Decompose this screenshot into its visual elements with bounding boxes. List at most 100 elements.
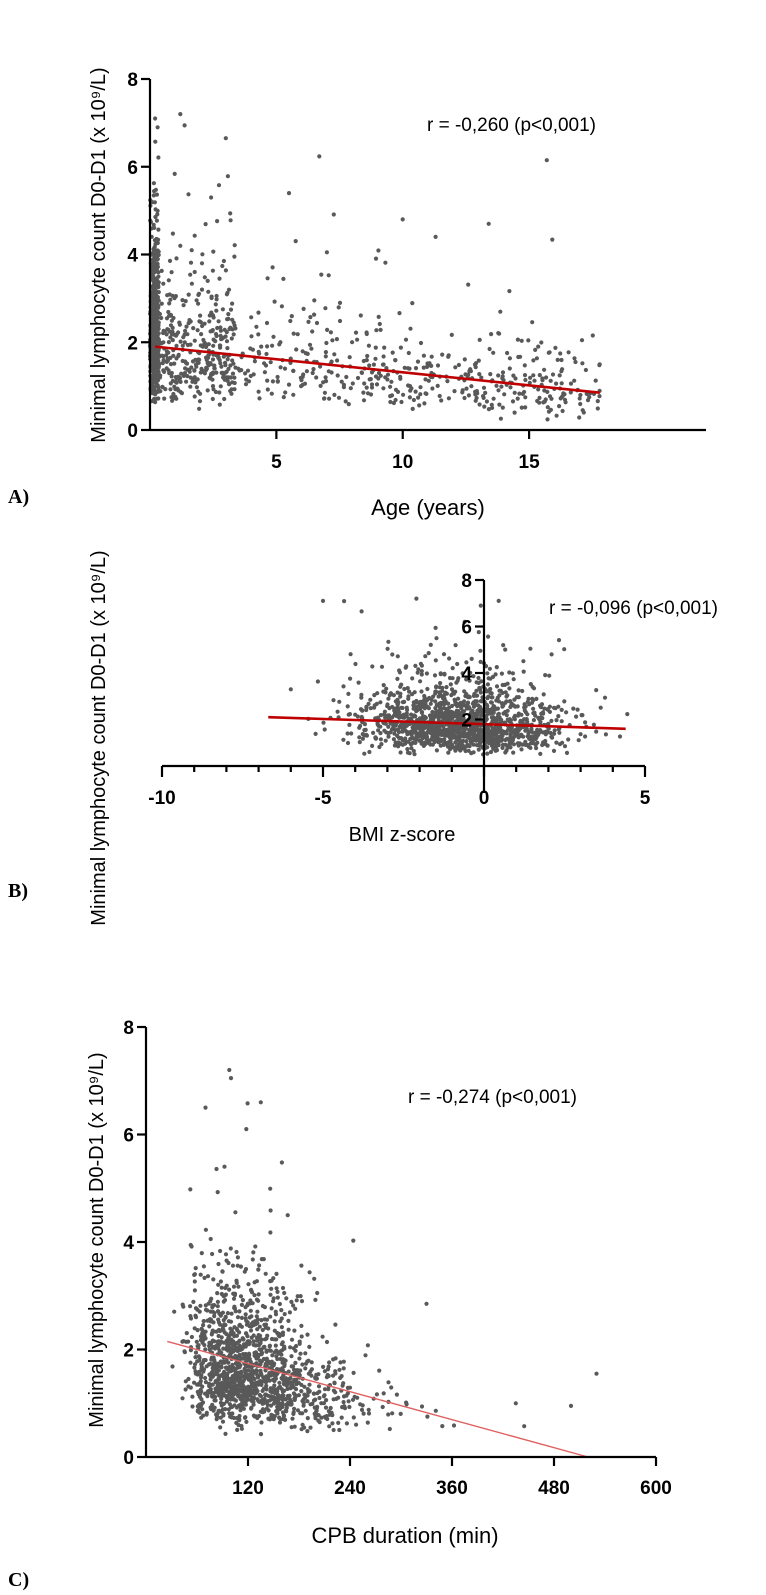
panel-a-point [210,396,215,402]
panel-c-point [276,1333,281,1338]
panel-b-point [507,739,512,744]
panel-c-point [255,1338,260,1343]
panel-b-point [531,706,536,711]
panel-a-point [189,248,194,253]
panel-a-point [219,364,224,369]
panel-b-point [511,677,516,682]
panel-b-point [432,673,438,678]
panel-a-point [533,347,538,352]
panel-a-point [300,349,305,354]
panel-b-point [441,652,447,657]
panel-a-point [595,399,600,404]
panel-a-point [153,390,158,395]
panel-c-point [236,1422,241,1428]
panel-b-point [527,729,532,735]
panel-b-point [439,709,444,714]
panel-c-point [210,1366,215,1371]
panel-a-point [578,392,583,398]
panel-c-point [259,1420,264,1425]
panel-a-point [170,293,175,298]
panel-c-point [214,1166,219,1172]
panel-a-point [163,387,168,392]
panel-c-point [341,1359,346,1364]
panel-a-point [323,354,328,359]
panel-c-point [207,1324,212,1329]
panel-b-point [428,642,433,648]
panel-b-point [458,730,463,735]
panel-a-point [229,336,234,341]
panel-b-point [523,704,528,709]
panel-c-point [321,1394,326,1399]
panel-a-point [217,343,222,348]
panel-a-point [348,386,353,391]
panel-a-point [421,365,426,370]
panel-a-point [390,350,395,355]
panel-c-point [289,1380,294,1385]
panel-c-regression [167,1340,589,1458]
panel-a-point [183,366,188,371]
panel-a-point [446,353,451,358]
panel-c-point [316,1413,321,1418]
panel-b-point [348,652,353,657]
panel-b-point [347,722,352,728]
panel-b-point [469,727,474,733]
panel-a-point [151,294,156,299]
panel-a-point [383,260,388,265]
panel-a-point [182,123,187,128]
panel-a-point [181,335,186,340]
panel-a-point [223,268,228,273]
panel-a-point [324,340,329,346]
panel-b-point [386,713,392,718]
panel-b-point [419,705,424,710]
panel-b-point [501,643,506,648]
panel-c-point [300,1362,305,1367]
panel-b-point [403,665,408,670]
panel-b-point [464,677,469,682]
panel-a-point [513,376,518,381]
panel-b-point [560,740,565,745]
panel-a-point [245,368,251,373]
panel-c-point [288,1345,293,1350]
panel-a-point [166,278,171,283]
panel-c-point [299,1299,305,1304]
panel-b-point [433,732,438,737]
panel-c-xtick-label: 240 [334,1478,366,1499]
panel-c-point [299,1389,304,1394]
panel-a-point [203,368,209,373]
panel-c-point [188,1348,193,1353]
panel-c-point [254,1343,259,1348]
panel-a-point [491,350,496,355]
panel-a-point [231,361,236,366]
panel-b-point [359,695,364,700]
panel-c-point [198,1387,203,1392]
panel-b-point [466,694,471,699]
panel-a-point [153,370,158,375]
panel-c-point [594,1371,599,1376]
panel-c-point [271,1394,276,1399]
panel-b-point [510,671,515,676]
panel-b-point [387,693,392,698]
panel-b-point [469,656,474,662]
panel-b-point [433,699,438,704]
panel-b-point [393,728,398,733]
panel-a-point [220,263,225,269]
panel-c-point [215,1291,220,1296]
panel-c-point [193,1350,199,1355]
panel-a-point [512,410,517,415]
panel-c-point [380,1404,385,1410]
panel-c-point [257,1263,262,1268]
panel-c-point [219,1394,224,1399]
panel-a-point [463,372,468,377]
panel-c-point [239,1371,244,1376]
panel-b-point [578,732,583,737]
panel-c-point [337,1367,342,1372]
panel-a-point [155,303,160,309]
panel-c-point [273,1376,278,1381]
panel-b-point [357,735,362,740]
panel-a-point [211,315,216,320]
panel-c-ytick-label: 6 [123,1126,134,1147]
panel-a-point [157,311,162,317]
panel-c-point [326,1364,331,1369]
panel-c-point [256,1354,261,1359]
panel-a-point [590,333,595,338]
